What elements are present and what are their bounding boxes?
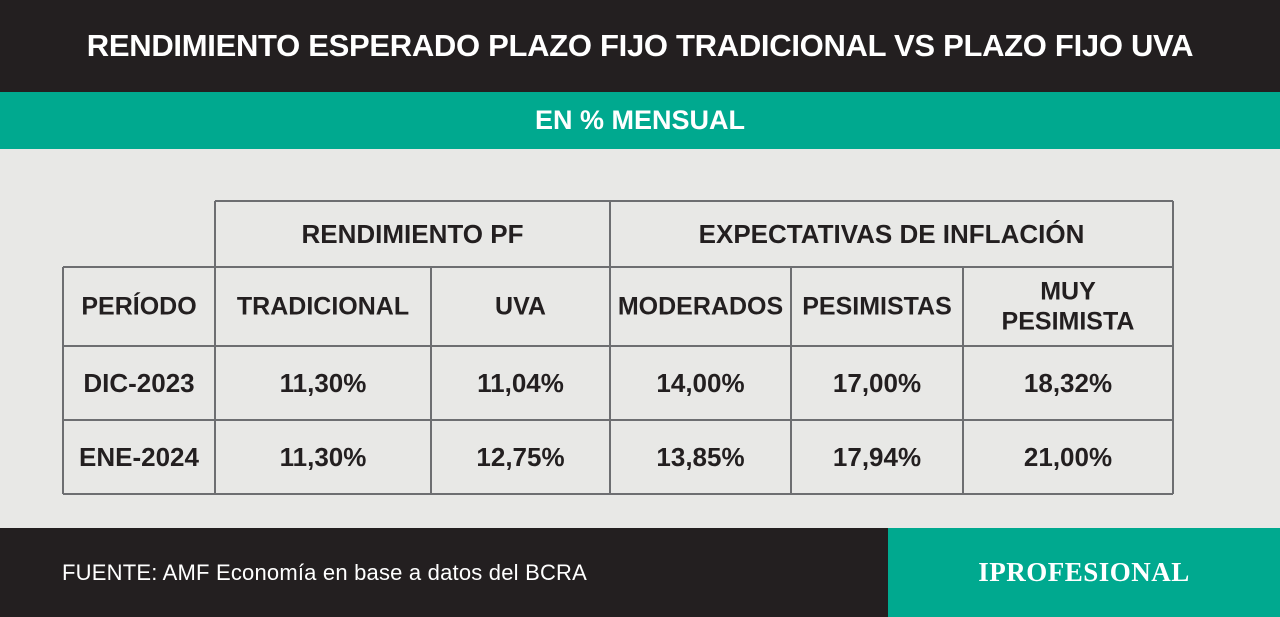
- column-header-per-odo: PERÍODO: [81, 292, 196, 321]
- row-period-label: DIC-2023: [83, 368, 194, 398]
- footer-source: FUENTE: AMF Economía en base a datos del…: [0, 528, 888, 617]
- table-cell-value: 11,30%: [280, 368, 367, 398]
- data-table: RENDIMIENTO PF EXPECTATIVAS DE INFLACIÓN P…: [62, 200, 1174, 495]
- row-period-label: ENE-2024: [79, 442, 199, 472]
- table-cell-value: 11,30%: [280, 442, 367, 472]
- table-cell-value: 21,00%: [1024, 442, 1112, 472]
- table-cell-value: 12,75%: [476, 442, 564, 472]
- column-header-tradicional: TRADICIONAL: [237, 293, 409, 321]
- table-cell-value: 17,00%: [833, 368, 921, 398]
- column-header-uva: UVA: [495, 293, 546, 321]
- group-header-rendimiento: RENDIMIENTO PF: [302, 219, 524, 249]
- group-header-expectativas: EXPECTATIVAS DE INFLACIÓN: [699, 219, 1085, 249]
- table-cell-value: 18,32%: [1024, 368, 1112, 398]
- table-cell-value: 13,85%: [656, 442, 744, 472]
- page-title: RENDIMIENTO ESPERADO PLAZO FIJO TRADICIO…: [86, 28, 1194, 63]
- table-cell-value: 14,00%: [656, 368, 744, 398]
- column-header-pesimistas: PESIMISTAS: [802, 293, 952, 321]
- column-header-muy-pesimista-line1: MUY: [1040, 278, 1096, 306]
- table-area: RENDIMIENTO PF EXPECTATIVAS DE INFLACIÓN P…: [0, 149, 1280, 528]
- page-subtitle: EN % MENSUAL: [534, 105, 745, 135]
- subheader-bar: EN % MENSUAL: [0, 92, 1280, 149]
- brand-logo: IPROFESIONAL: [978, 557, 1190, 587]
- table-cell-value: 17,94%: [833, 442, 921, 472]
- footer-brand: IPROFESIONAL: [888, 528, 1280, 617]
- source-text: FUENTE: AMF Economía en base a datos del…: [62, 559, 588, 585]
- column-header-moderados: MODERADOS: [618, 293, 783, 321]
- header-bar: RENDIMIENTO ESPERADO PLAZO FIJO TRADICIO…: [0, 0, 1280, 92]
- table-cell-value: 11,04%: [477, 368, 564, 398]
- column-header-muy-pesimista-line2: PESIMISTA: [1002, 308, 1135, 336]
